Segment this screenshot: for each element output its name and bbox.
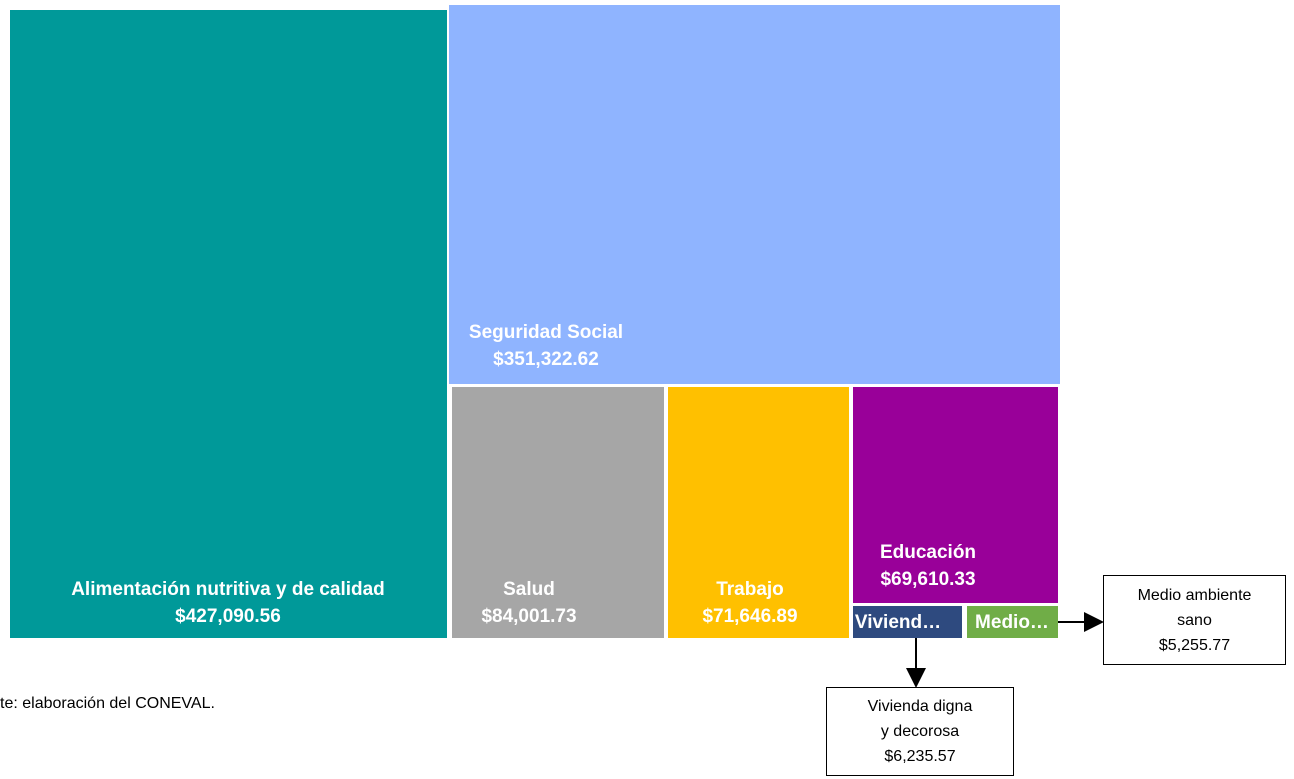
tile-label: Viviend… [855,612,941,633]
tile [452,387,664,638]
tile [967,606,1058,638]
source-note: te: elaboración del CONEVAL. [0,695,215,712]
tile-value: $427,090.56 [175,606,281,627]
callout: Medio ambiente sano $5,255.77 [1103,575,1286,665]
tile [10,10,447,638]
tile-label: Salud [503,579,555,600]
tile-label: Medio… [975,612,1049,633]
tile [853,387,1058,603]
callout-value: $6,235.57 [884,748,956,765]
tile-label: Alimentación nutritiva y de calidad [71,579,385,600]
tile [449,5,1060,384]
tile-value: $71,646.89 [702,606,797,627]
callout-label: Vivienda digna y decorosa [867,698,973,740]
tile [853,606,962,638]
tile-value: $69,610.33 [880,569,975,590]
tile [668,387,849,638]
tile-value: $84,001.73 [481,606,576,627]
callout: Vivienda digna y decorosa $6,235.57 [826,687,1014,776]
tile-label: Trabajo [716,579,784,600]
callout-label: Medio ambiente sano [1137,586,1252,629]
tile-label: Educación [880,542,976,563]
callout-value: $5,255.77 [1158,636,1231,654]
tile-value: $351,322.62 [493,349,599,370]
tile-label: Seguridad Social [469,322,623,343]
